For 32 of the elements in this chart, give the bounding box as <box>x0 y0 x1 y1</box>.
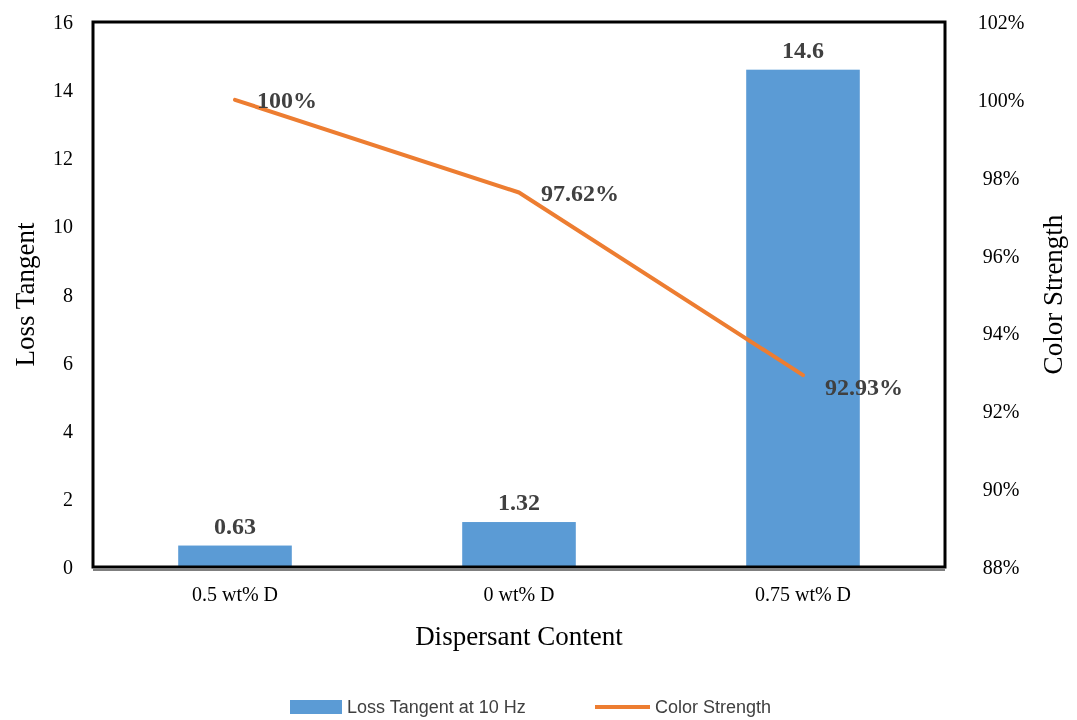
y-tick-label: 2 <box>63 487 73 510</box>
x-tick-label: 0.5 wt% D <box>191 583 279 605</box>
data-label: 14.6 <box>782 36 824 63</box>
bar <box>462 522 576 567</box>
data-label: 1.32 <box>498 489 540 516</box>
y-tick-label: 12 <box>53 147 73 170</box>
y2-tick-label: 90% <box>982 478 1020 501</box>
x-tick-label: 0.75 wt% D <box>754 583 852 605</box>
y-tick-label: 8 <box>63 283 73 306</box>
y-tick-label: 16 <box>53 11 73 33</box>
x-tick-label: 0 wt% D <box>483 583 555 605</box>
y2-axis-title: Color Strength <box>1038 214 1068 375</box>
legend-label: Color Strength <box>655 697 772 718</box>
x-axis-title: Dispersant Content <box>415 621 624 651</box>
y-tick-label: 6 <box>63 351 73 374</box>
y2-tick-label: 100% <box>977 88 1025 111</box>
y2-tick-label: 88% <box>982 556 1020 578</box>
y-tick-label: 14 <box>53 79 73 102</box>
data-label: 0.63 <box>214 512 256 539</box>
data-label: 100% <box>257 86 317 113</box>
bar <box>178 545 292 567</box>
y2-tick-label: 102% <box>977 11 1025 33</box>
y-tick-label: 10 <box>53 215 73 238</box>
y-tick-label: 0 <box>63 556 73 578</box>
legend-label: Loss Tangent at 10 Hz <box>347 697 526 718</box>
data-label: 97.62% <box>541 179 619 206</box>
y2-tick-label: 92% <box>982 400 1020 423</box>
y2-tick-label: 96% <box>982 244 1020 267</box>
y-axis-title: Loss Tangent <box>10 222 40 367</box>
y-tick-label: 4 <box>63 419 73 442</box>
y2-tick-label: 94% <box>982 322 1020 345</box>
y2-tick-label: 98% <box>982 166 1020 189</box>
